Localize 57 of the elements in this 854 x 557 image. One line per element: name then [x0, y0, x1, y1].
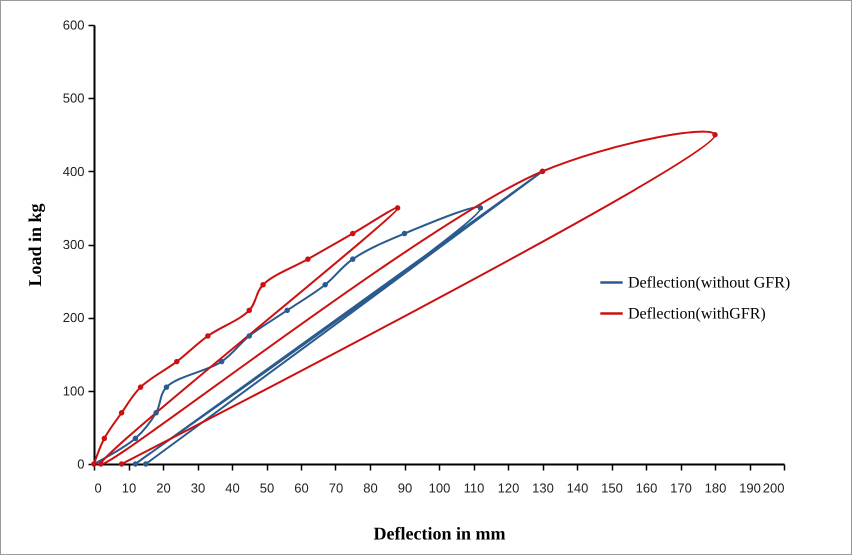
x-tick-label: 170: [670, 480, 692, 496]
point: [712, 132, 718, 138]
y-tick-label: 300: [62, 237, 84, 252]
point: [118, 461, 124, 467]
point: [164, 384, 170, 390]
point: [305, 256, 311, 262]
point: [132, 436, 138, 442]
y-tick-label: 600: [62, 18, 84, 32]
y-tick-label: 100: [62, 383, 84, 398]
point: [478, 205, 484, 211]
x-tick-label: 160: [636, 480, 658, 496]
x-tick-label: 110: [464, 480, 484, 496]
point: [260, 282, 266, 288]
point: [143, 461, 148, 467]
x-tick-label: 20: [156, 480, 171, 496]
x-tick-label: 10: [122, 480, 136, 496]
y-tick-label: 400: [62, 164, 84, 179]
point: [132, 461, 138, 467]
x-tick-label: 180: [704, 480, 726, 496]
point: [246, 333, 252, 339]
x-tick-label: 200: [762, 480, 784, 496]
x-tick-label: 30: [190, 480, 206, 496]
legend-label: Deflection(without GFR): [628, 274, 790, 292]
point: [350, 256, 356, 262]
point: [322, 282, 328, 288]
x-tick-label: 90: [398, 480, 412, 496]
point: [246, 308, 252, 314]
x-tick-label: 130: [532, 480, 554, 496]
x-tick-label: 0: [94, 480, 102, 496]
point: [153, 410, 159, 416]
y-tick-label: 0: [77, 456, 84, 472]
point: [102, 436, 108, 442]
x-axis-title: Deflection in mm: [374, 524, 506, 544]
point: [218, 358, 224, 364]
point: [394, 205, 400, 211]
point: [118, 410, 124, 416]
y-tick-label: 500: [62, 90, 84, 106]
point: [98, 461, 104, 467]
x-tick-label: 70: [328, 480, 344, 496]
point: [350, 230, 356, 236]
point: [138, 384, 144, 390]
x-tick-label: 140: [566, 480, 588, 496]
x-tick-label: 60: [294, 480, 309, 496]
x-tick-label: 50: [260, 480, 274, 496]
y-tick-label: 200: [62, 310, 84, 326]
x-tick-label: 80: [363, 480, 378, 496]
x-tick-label: 120: [498, 480, 520, 496]
legend-label: Deflection(withGFR): [628, 306, 766, 322]
x-tick-label: 190: [739, 480, 761, 496]
point: [174, 358, 180, 364]
point: [402, 230, 408, 236]
y-axis-title: Load in kg: [24, 203, 45, 287]
point: [205, 333, 211, 339]
x-tick-label: 100: [428, 480, 450, 496]
point: [284, 308, 290, 314]
x-tick-label: 40: [225, 480, 240, 496]
x-tick-label: 150: [601, 480, 623, 496]
